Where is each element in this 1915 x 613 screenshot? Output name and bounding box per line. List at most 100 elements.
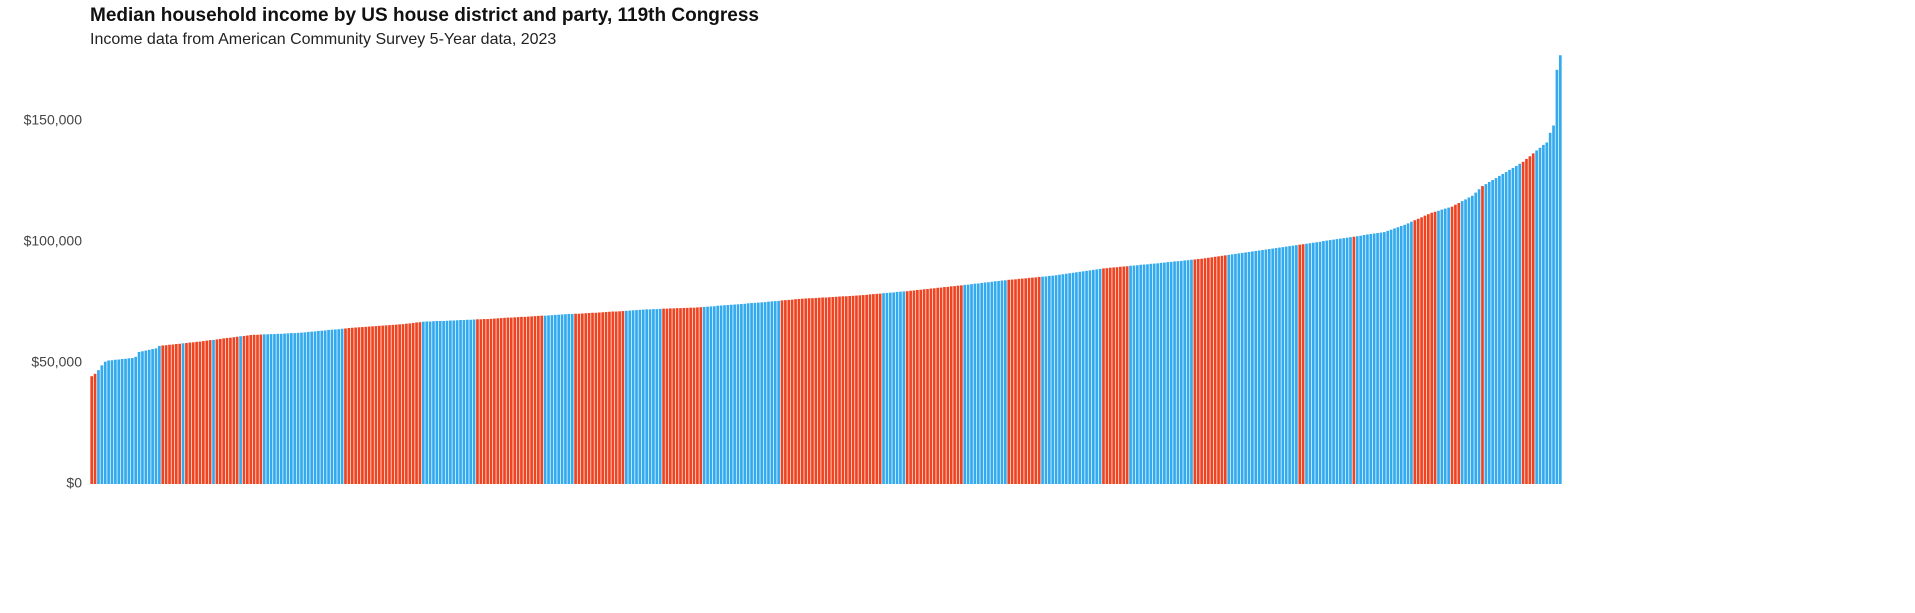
bar	[770, 301, 774, 484]
bar	[391, 324, 395, 484]
bar	[1311, 242, 1315, 484]
bar	[709, 306, 713, 484]
bar	[1345, 237, 1349, 484]
bar	[990, 281, 994, 484]
bar	[1119, 266, 1122, 484]
bar	[1220, 255, 1224, 484]
bar	[1108, 267, 1112, 484]
bar	[956, 285, 960, 484]
bar	[1024, 278, 1027, 484]
bar	[1498, 175, 1501, 485]
bar	[668, 308, 672, 484]
bar	[103, 361, 107, 484]
bar	[1193, 259, 1197, 484]
bar	[587, 312, 591, 484]
bar	[905, 291, 909, 484]
bar	[1200, 258, 1203, 484]
bar	[114, 359, 117, 484]
bar	[882, 293, 885, 484]
bar	[337, 329, 341, 484]
bar	[398, 324, 401, 484]
bar	[134, 356, 138, 484]
bar	[144, 350, 148, 484]
bar	[1355, 236, 1359, 484]
bar	[452, 320, 456, 484]
bar	[1230, 254, 1234, 484]
bar	[455, 320, 459, 484]
bar	[1555, 69, 1559, 485]
bar	[692, 307, 696, 484]
bar	[1531, 153, 1535, 484]
bar	[1481, 186, 1484, 485]
bar	[1091, 269, 1095, 484]
bar	[1125, 266, 1129, 484]
bar	[895, 291, 899, 484]
bar	[1061, 274, 1065, 484]
bar	[300, 332, 303, 484]
bar	[293, 333, 297, 484]
bar	[107, 360, 110, 484]
bar	[966, 284, 970, 484]
bar	[960, 285, 963, 484]
bar	[723, 305, 726, 484]
bar	[493, 318, 496, 484]
bar	[178, 343, 182, 484]
bar	[1075, 272, 1078, 484]
bar	[1467, 197, 1471, 484]
bar	[638, 309, 642, 484]
bar	[310, 331, 313, 484]
bar	[699, 307, 703, 484]
bar	[858, 295, 862, 484]
bar	[161, 345, 165, 484]
bar	[750, 303, 753, 484]
bar	[1139, 264, 1143, 484]
bar	[608, 311, 611, 484]
bar	[418, 322, 422, 484]
bar	[317, 330, 320, 484]
bar	[1420, 217, 1423, 484]
bar	[564, 314, 567, 484]
bar	[1247, 251, 1251, 484]
bar	[1240, 252, 1244, 484]
bar	[1054, 275, 1058, 484]
bar	[1501, 173, 1505, 484]
bar	[208, 340, 212, 484]
bar	[1518, 163, 1522, 484]
bar	[733, 304, 736, 484]
bar	[130, 358, 134, 484]
bar	[1122, 266, 1126, 484]
bar	[1112, 267, 1115, 484]
bar	[1068, 273, 1071, 484]
bar	[442, 320, 445, 484]
bar	[1037, 276, 1041, 484]
bar	[1430, 212, 1434, 484]
bar	[1159, 262, 1163, 484]
bar	[807, 298, 811, 484]
bar	[354, 327, 357, 484]
bar	[740, 304, 743, 484]
bar	[1207, 257, 1210, 484]
bar	[357, 327, 361, 484]
bar	[154, 348, 158, 484]
bar	[371, 326, 374, 484]
bar	[645, 309, 648, 484]
bar	[93, 373, 97, 484]
bar	[1508, 169, 1511, 485]
bar	[1179, 260, 1183, 484]
bar	[1359, 235, 1362, 484]
bar	[476, 319, 479, 484]
bar	[306, 331, 310, 484]
bar	[1433, 211, 1437, 484]
bar	[1020, 278, 1024, 484]
bar	[885, 292, 889, 484]
bar	[1542, 144, 1545, 484]
bar	[256, 334, 259, 484]
bar	[158, 345, 161, 484]
bar	[350, 327, 354, 484]
bar	[1176, 261, 1180, 484]
bar	[1487, 181, 1491, 484]
bar	[1278, 247, 1281, 484]
bar	[787, 299, 791, 484]
bar	[171, 344, 175, 484]
bar	[97, 370, 100, 484]
